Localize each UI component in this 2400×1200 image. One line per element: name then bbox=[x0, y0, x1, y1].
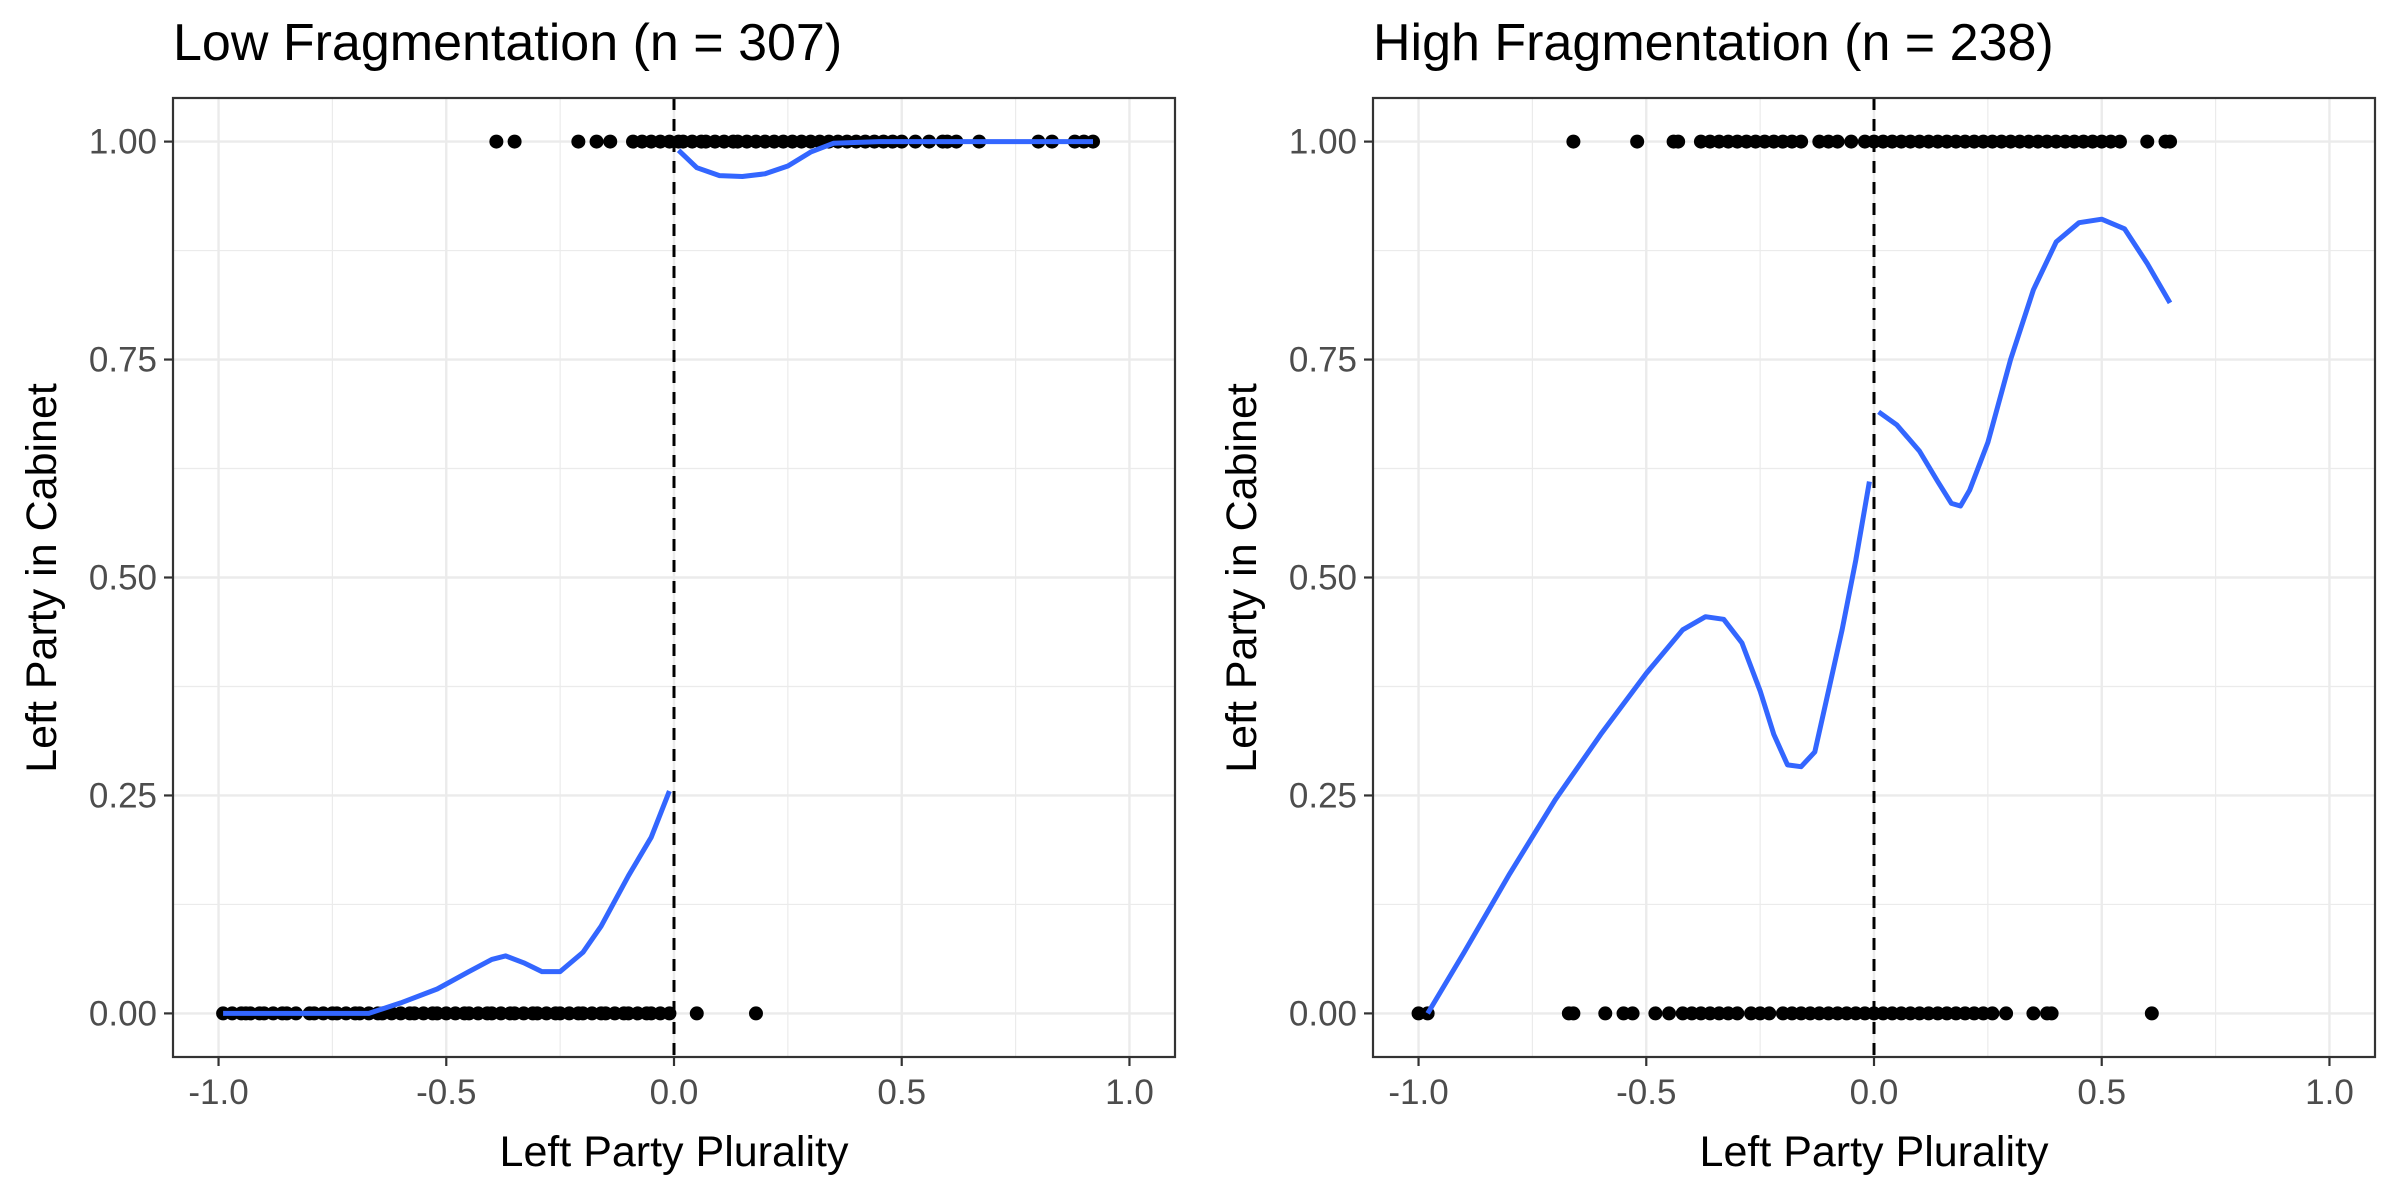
data-point bbox=[2144, 1006, 2159, 1021]
smooth-line bbox=[1425, 481, 1872, 1015]
y-tick-label: 0.50 bbox=[89, 559, 157, 598]
data-point bbox=[2112, 134, 2127, 149]
y-tick-label: 0.00 bbox=[89, 994, 157, 1033]
x-tick-label: 1.0 bbox=[2305, 1073, 2354, 1112]
panel-title: High Fragmentation (n = 238) bbox=[1373, 14, 2054, 72]
data-point bbox=[589, 134, 604, 149]
panel-title: Low Fragmentation (n = 307) bbox=[173, 14, 842, 72]
smooth-line bbox=[676, 139, 1093, 179]
plot-area: -1.0 -0.5 0.0 0.5 1.0 0.00 0.25 0.50 0.75 1.00 bbox=[89, 96, 1177, 1112]
data-point bbox=[1648, 1006, 1663, 1021]
data-point bbox=[2026, 1006, 2041, 1021]
plot-area: -1.0 -0.5 0.0 0.5 1.0 0.00 0.25 0.50 0.75 1.00 bbox=[1289, 96, 2377, 1112]
y-tick-label: 1.00 bbox=[89, 123, 157, 162]
panel-low-fragmentation: -1.0 -0.5 0.0 0.5 1.0 0.00 0.25 0.50 0.75 1.00 Lo… bbox=[18, 14, 1177, 1176]
data-point bbox=[1844, 134, 1859, 149]
data-point bbox=[1671, 134, 1686, 149]
data-point bbox=[1794, 134, 1809, 149]
data-point bbox=[489, 134, 504, 149]
data-point bbox=[1662, 1006, 1677, 1021]
smooth-line bbox=[223, 790, 672, 1016]
y-axis-title: Left Party in Cabinet bbox=[18, 383, 66, 773]
data-point bbox=[571, 134, 586, 149]
y-tick-label: 0.25 bbox=[89, 776, 157, 815]
data-point bbox=[1566, 1006, 1581, 1021]
data-point bbox=[1830, 134, 1845, 149]
data-point bbox=[1630, 134, 1645, 149]
x-axis-title: Left Party Plurality bbox=[1700, 1128, 2049, 1176]
x-tick-label: -0.5 bbox=[1616, 1073, 1676, 1112]
y-tick-label: 0.50 bbox=[1289, 559, 1357, 598]
data-point bbox=[2044, 1006, 2059, 1021]
x-tick-label: -1.0 bbox=[188, 1073, 248, 1112]
data-point bbox=[603, 134, 618, 149]
x-tick-label: 0.5 bbox=[877, 1073, 926, 1112]
data-point bbox=[1625, 1006, 1640, 1021]
data-point bbox=[507, 134, 522, 149]
x-tick-label: -1.0 bbox=[1388, 1073, 1448, 1112]
x-axis-title: Left Party Plurality bbox=[500, 1128, 849, 1176]
x-tick-label: 0.0 bbox=[650, 1073, 699, 1112]
panel-high-fragmentation: -1.0 -0.5 0.0 0.5 1.0 0.00 0.25 0.50 0.75 1.00 Hi… bbox=[1218, 14, 2377, 1176]
smooth-line bbox=[1877, 216, 2173, 509]
x-tick-label: 0.0 bbox=[1850, 1073, 1899, 1112]
data-point bbox=[1730, 1006, 1745, 1021]
data-point bbox=[1086, 134, 1101, 149]
x-tick-label: -0.5 bbox=[416, 1073, 476, 1112]
y-tick-label: 1.00 bbox=[1289, 123, 1357, 162]
x-tick-label: 1.0 bbox=[1105, 1073, 1154, 1112]
y-tick-label: 0.75 bbox=[1289, 341, 1357, 380]
data-point bbox=[748, 1006, 763, 1021]
y-axis-title: Left Party in Cabinet bbox=[1218, 383, 1266, 773]
y-tick-label: 0.25 bbox=[1289, 776, 1357, 815]
y-tick-label: 0.75 bbox=[89, 341, 157, 380]
data-point bbox=[2140, 134, 2155, 149]
data-point bbox=[2163, 134, 2178, 149]
data-point bbox=[1999, 1006, 2014, 1021]
data-point bbox=[1598, 1006, 1613, 1021]
data-point bbox=[689, 1006, 704, 1021]
data-point bbox=[1985, 1006, 2000, 1021]
data-point bbox=[1762, 1006, 1777, 1021]
y-tick-label: 0.00 bbox=[1289, 994, 1357, 1033]
x-tick-label: 0.5 bbox=[2077, 1073, 2126, 1112]
data-point bbox=[1566, 134, 1581, 149]
